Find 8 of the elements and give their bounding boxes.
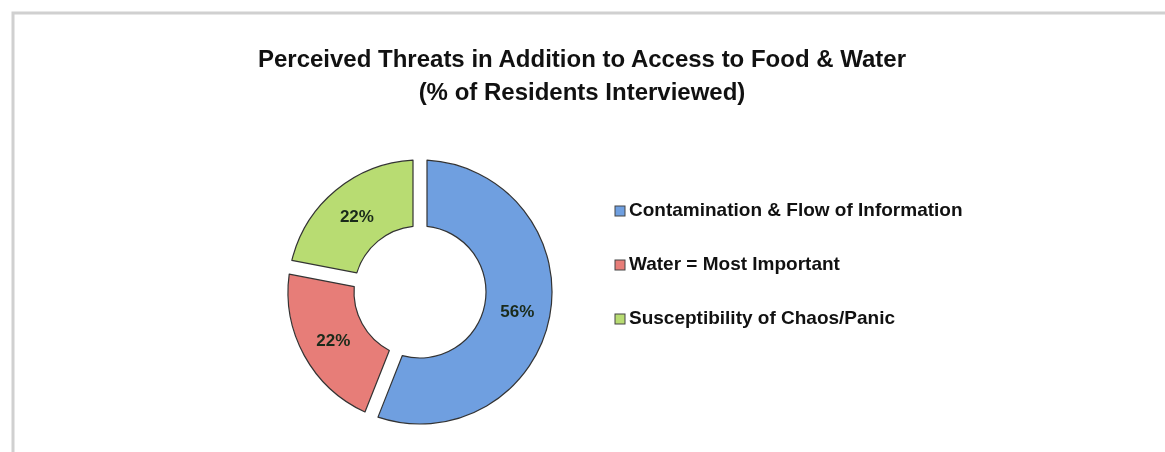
- data-label: 22%: [316, 330, 351, 350]
- data-label: 22%: [339, 206, 374, 226]
- chart-subtitle: (% of Residents Interviewed): [418, 78, 746, 105]
- legend-label: Susceptibility of Chaos/Panic: [629, 307, 896, 328]
- chart-title: Perceived Threats in Addition to Access to Food & Water: [257, 45, 907, 72]
- data-label: 56%: [500, 301, 535, 321]
- legend-label: Contamination & Flow of Information: [629, 199, 963, 220]
- legend-label: Water = Most Important: [629, 253, 841, 274]
